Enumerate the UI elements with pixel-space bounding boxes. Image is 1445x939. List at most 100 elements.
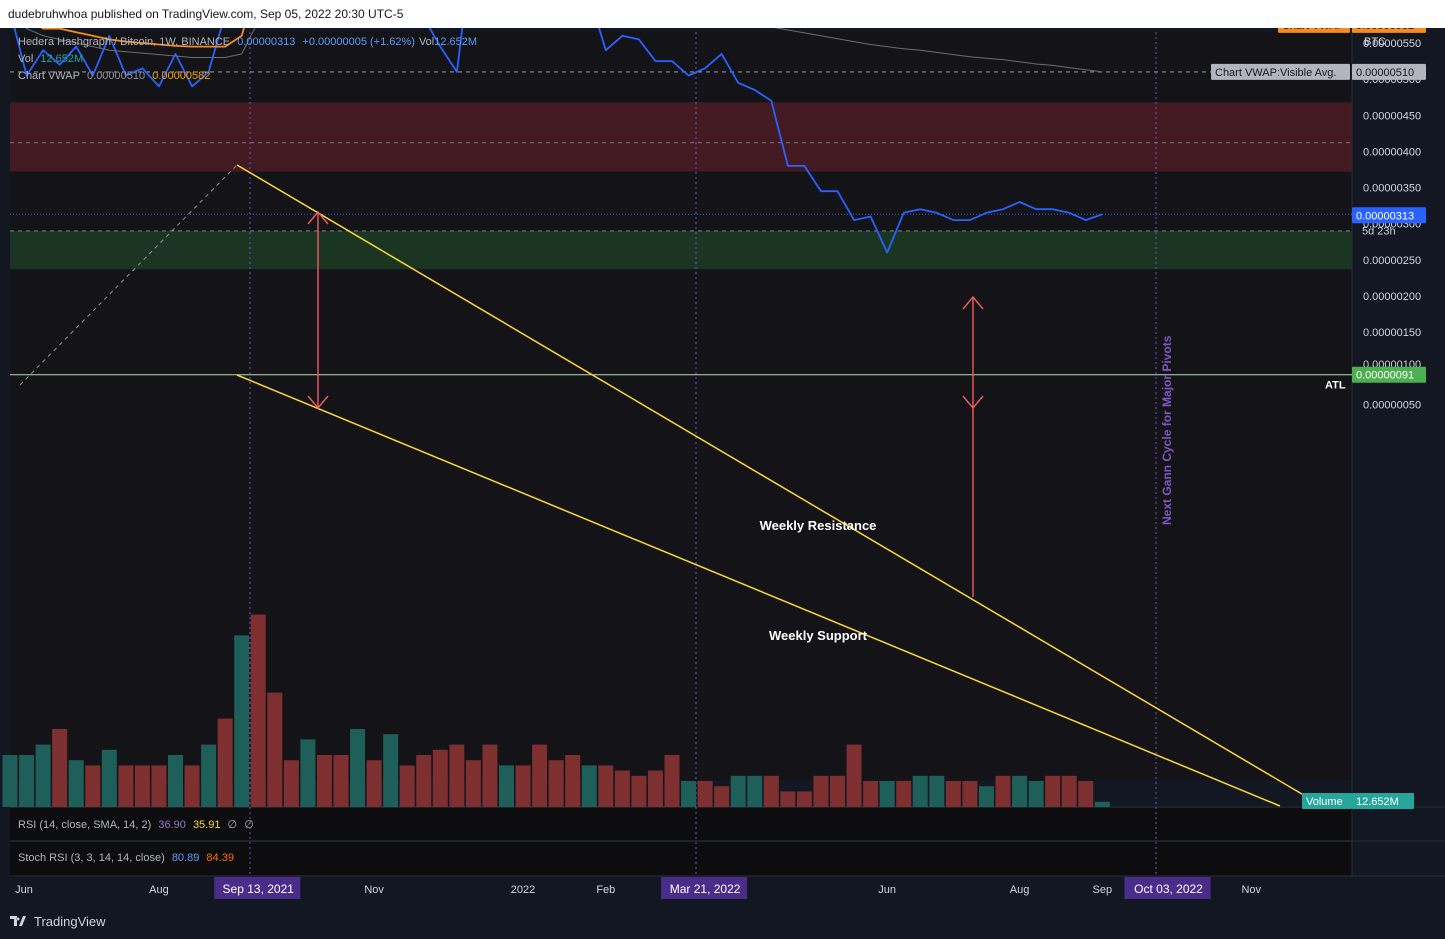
volume-bar xyxy=(1045,775,1061,807)
volume-bar xyxy=(515,765,531,807)
x-tick-highlight: Sep 13, 2021 xyxy=(214,877,301,899)
rsi-value4: ∅ xyxy=(244,819,254,831)
volume-bar xyxy=(912,775,928,807)
volume-bar xyxy=(499,765,514,807)
stoch-legend: Stoch RSI (3, 3, 14, 14, close) 80.89 84… xyxy=(18,852,238,864)
rsi-value1: 36.90 xyxy=(158,819,186,831)
y-tick-label: 0.00000400 xyxy=(1363,146,1421,158)
legend-symbol: Hedera Hashgraph / Bitcoin, 1W, BINANCE xyxy=(18,36,231,48)
legend-vwap-label: Chart VWAP xyxy=(18,70,80,82)
volume-bar xyxy=(813,775,829,807)
legend-symbol-row: Hedera Hashgraph / Bitcoin, 1W, BINANCE … xyxy=(18,36,481,48)
volume-bar xyxy=(101,749,117,807)
legend-vol2-label: Vol xyxy=(418,36,435,48)
price-tag-text: 12.652M xyxy=(1356,796,1399,808)
y-tick-label: 0.00000050 xyxy=(1363,399,1421,411)
footer-brand[interactable]: TradingView xyxy=(34,914,106,929)
price-tag-text: 0.00000582 xyxy=(1356,28,1414,32)
vwap-value-tag: 0.00000582 xyxy=(1352,28,1426,33)
x-tick-label: Aug xyxy=(1010,884,1030,896)
x-tick-label: Sep xyxy=(1093,884,1113,896)
stoch-pane xyxy=(10,842,1352,876)
price-tag-bg xyxy=(1352,63,1426,80)
volume-bar xyxy=(763,775,779,807)
volume-bar xyxy=(780,791,796,807)
legend-vol-value: 12.652M xyxy=(40,53,84,65)
volume-bar xyxy=(316,755,332,807)
volume-bar xyxy=(896,781,912,807)
volume-bar xyxy=(1078,781,1094,807)
series-line-visible-avg xyxy=(25,28,1103,73)
stoch-label: Stoch RSI (3, 3, 14, 14, close) xyxy=(18,852,165,864)
volume-bar xyxy=(598,765,614,807)
volume-bar xyxy=(234,635,250,807)
volume-bar xyxy=(68,760,84,807)
volume-bar xyxy=(168,755,183,807)
legend-change: +0.00000005 (+1.62%) xyxy=(302,36,415,48)
volume-bar xyxy=(300,739,316,807)
series-line-vwap xyxy=(40,28,245,48)
rsi-value3: ∅ xyxy=(227,819,238,831)
price-countdown: 5d 23h xyxy=(1362,225,1396,237)
volume-bar xyxy=(995,775,1011,807)
volume-bar xyxy=(1094,801,1110,807)
y-axis-unit: BTC xyxy=(1364,36,1386,48)
x-tick-label: Jun xyxy=(878,884,896,896)
volume-bar xyxy=(283,760,299,807)
resistance-label: Weekly Resistance xyxy=(760,518,877,533)
volume-bar xyxy=(250,614,266,807)
volume-bar xyxy=(383,734,399,807)
volume-bar xyxy=(19,755,35,807)
price-chart[interactable]: Weekly Resistance Weekly Support Next Gann… xyxy=(0,28,1445,906)
volume-name-tag: Volume xyxy=(1302,793,1352,809)
support-label: Weekly Support xyxy=(769,628,868,643)
avg-name-tag: Chart VWAP:Visible Avg. xyxy=(1211,63,1350,80)
rsi-label: RSI (14, close, SMA, 14, 2) xyxy=(18,819,152,831)
gann-cycle-label: Next Gann Cycle for Major Pivots xyxy=(1160,335,1174,525)
rsi-value2: 35.91 xyxy=(192,819,221,831)
x-tick-label: Sep 13, 2021 xyxy=(223,882,295,896)
volume-bar xyxy=(52,729,68,807)
volume-bar xyxy=(333,755,349,807)
price-tag-bg xyxy=(1352,793,1414,809)
last-price-tag: 0.00000313 xyxy=(1352,207,1426,224)
x-tick-highlight: Oct 03, 2022 xyxy=(1124,877,1211,899)
resistance-zone xyxy=(10,102,1352,172)
volume-bar xyxy=(1061,775,1077,807)
volume-bar xyxy=(929,775,945,807)
volume-bar xyxy=(978,786,994,807)
arrow-measure-left xyxy=(307,210,329,410)
arrow-head-top xyxy=(962,295,984,310)
legend-vol2-value: 12.652M xyxy=(434,36,478,48)
legend-last: 0.00000313 xyxy=(237,36,296,48)
tradingview-logo-icon xyxy=(10,916,26,926)
x-tick-highlight-bg xyxy=(1124,877,1211,899)
support-zone xyxy=(10,230,1352,270)
volume-bar xyxy=(962,781,978,807)
volume-bar xyxy=(631,775,647,807)
price-tag-bg xyxy=(1278,28,1350,33)
upper-trendline xyxy=(236,164,1313,801)
price-tag-text: 0.00000510 xyxy=(1356,67,1414,79)
x-tick-label: Oct 03, 2022 xyxy=(1134,882,1203,896)
volume-bar xyxy=(184,765,200,807)
volume-bar xyxy=(217,718,233,807)
arrow-head-bottom xyxy=(307,395,329,410)
y-tick-label: 0.00000450 xyxy=(1363,110,1421,122)
volume-bar xyxy=(366,760,382,807)
price-tag-text: 0.00000091 xyxy=(1356,370,1414,382)
volume-bar xyxy=(1028,781,1044,807)
volume-bar xyxy=(581,765,597,807)
volume-value-tag: 12.652M xyxy=(1352,793,1414,809)
stoch-d: 84.39 xyxy=(206,852,234,864)
x-tick-label: Nov xyxy=(364,884,384,896)
price-tag-text: Volume xyxy=(1306,796,1343,808)
atl-value-tag: 0.00000091 xyxy=(1352,366,1426,383)
volume-bar xyxy=(863,781,879,807)
x-tick-label: 2022 xyxy=(511,884,535,896)
volume-bar xyxy=(747,775,763,807)
y-tick-label: 0.00000250 xyxy=(1363,255,1421,267)
series-line-price xyxy=(13,28,1103,254)
volume-bar xyxy=(35,744,51,807)
stoch-k: 80.89 xyxy=(171,852,200,864)
